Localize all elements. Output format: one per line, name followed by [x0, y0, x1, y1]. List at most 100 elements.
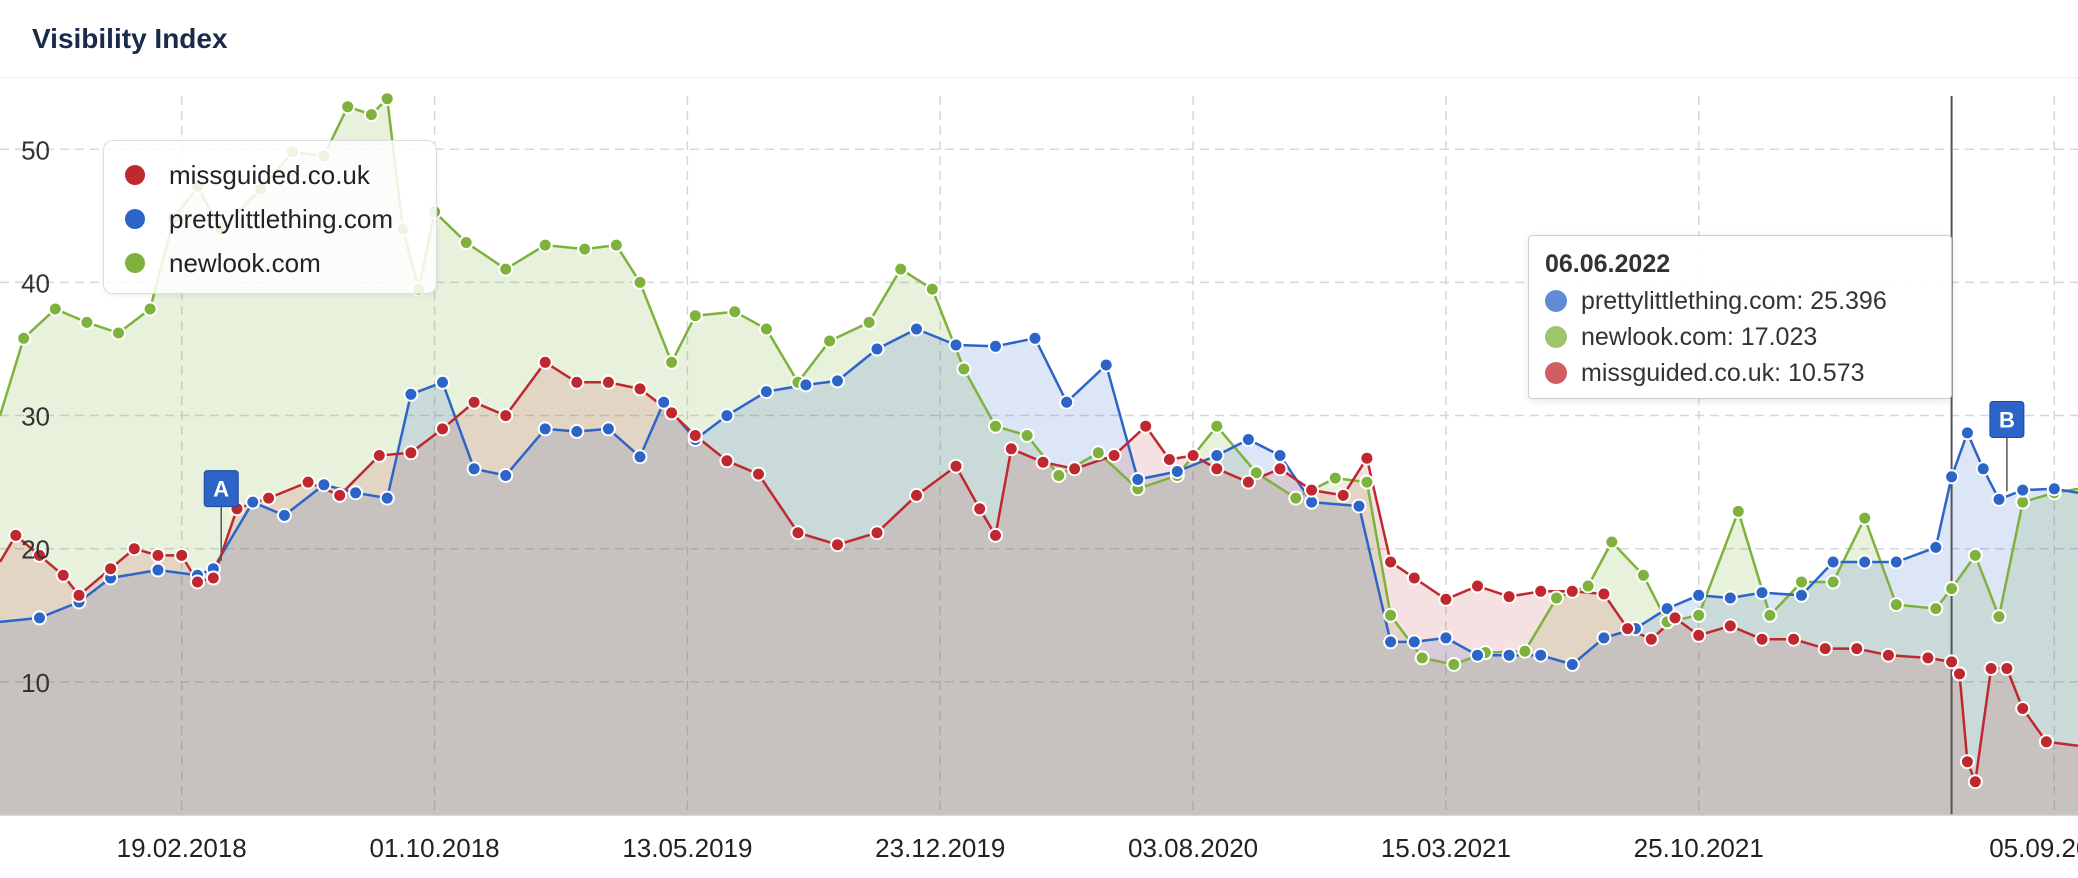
data-point-newlook-59[interactable]	[1825, 574, 1841, 590]
data-point-newlook-45[interactable]	[1383, 607, 1399, 623]
data-point-prettylittlething-53[interactable]	[1794, 587, 1809, 603]
data-point-missguided-54[interactable]	[1564, 583, 1580, 599]
data-point-newlook-29[interactable]	[822, 333, 838, 349]
data-point-missguided-19[interactable]	[498, 408, 514, 424]
data-point-newlook-61[interactable]	[1888, 597, 1904, 613]
data-point-missguided-37[interactable]	[1067, 461, 1083, 477]
data-point-missguided-64[interactable]	[1849, 641, 1865, 657]
data-point-missguided-7[interactable]	[150, 547, 166, 563]
data-point-missguided-27[interactable]	[751, 466, 766, 482]
data-point-prettylittlething-28[interactable]	[948, 337, 964, 353]
data-point-prettylittlething-55[interactable]	[1857, 554, 1873, 570]
data-point-prettylittlething-19[interactable]	[632, 449, 648, 465]
data-point-missguided-45[interactable]	[1304, 482, 1320, 498]
data-point-newlook-12[interactable]	[340, 99, 356, 115]
data-point-newlook-41[interactable]	[1248, 465, 1264, 481]
data-point-prettylittlething-10[interactable]	[348, 485, 364, 501]
data-point-prettylittlething-29[interactable]	[988, 338, 1003, 354]
data-point-prettylittlething-15[interactable]	[498, 468, 514, 483]
data-point-newlook-62[interactable]	[1928, 601, 1944, 617]
data-point-missguided-66[interactable]	[1920, 650, 1936, 666]
data-point-missguided-73[interactable]	[2015, 701, 2031, 716]
data-point-missguided-34[interactable]	[988, 527, 1003, 543]
data-point-prettylittlething-13[interactable]	[435, 374, 450, 390]
data-point-missguided-47[interactable]	[1359, 450, 1375, 466]
data-point-missguided-53[interactable]	[1533, 583, 1549, 599]
data-point-newlook-34[interactable]	[988, 418, 1003, 434]
data-point-newlook-26[interactable]	[727, 304, 743, 320]
data-point-prettylittlething-20[interactable]	[656, 394, 672, 410]
data-point-newlook-27[interactable]	[758, 321, 774, 337]
data-point-prettylittlething-58[interactable]	[1944, 469, 1960, 485]
data-point-missguided-61[interactable]	[1754, 631, 1770, 647]
legend-item-newlook[interactable]: newlook.com	[104, 241, 436, 285]
data-point-missguided-41[interactable]	[1185, 448, 1201, 463]
data-point-missguided-67[interactable]	[1944, 654, 1960, 670]
data-point-missguided-8[interactable]	[174, 547, 190, 563]
data-point-missguided-33[interactable]	[972, 501, 988, 517]
data-point-newlook-22[interactable]	[608, 237, 624, 253]
data-point-newlook-56[interactable]	[1730, 503, 1746, 519]
data-point-missguided-65[interactable]	[1880, 647, 1896, 663]
data-point-prettylittlething-54[interactable]	[1825, 554, 1841, 570]
data-point-missguided-17[interactable]	[435, 421, 450, 437]
legend-item-prettylittlething[interactable]: prettylittlething.com	[104, 197, 436, 241]
data-point-prettylittlething-47[interactable]	[1596, 630, 1612, 646]
data-point-prettylittlething-11[interactable]	[379, 490, 395, 506]
data-point-newlook-43[interactable]	[1327, 470, 1343, 486]
data-point-missguided-48[interactable]	[1383, 554, 1399, 570]
data-point-prettylittlething-32[interactable]	[1098, 357, 1114, 373]
data-point-missguided-20[interactable]	[537, 354, 553, 370]
data-point-missguided-50[interactable]	[1438, 591, 1454, 607]
data-point-missguided-49[interactable]	[1406, 570, 1422, 586]
data-point-prettylittlething-60[interactable]	[1975, 461, 1991, 477]
data-point-missguided-5[interactable]	[103, 561, 119, 577]
data-point-missguided-29[interactable]	[830, 537, 845, 553]
data-point-newlook-35[interactable]	[1019, 428, 1035, 443]
data-point-missguided-15[interactable]	[371, 448, 387, 463]
data-point-newlook-33[interactable]	[956, 361, 972, 377]
data-point-newlook-42[interactable]	[1288, 490, 1304, 506]
data-point-newlook-20[interactable]	[537, 237, 553, 253]
data-point-missguided-42[interactable]	[1209, 461, 1225, 477]
data-point-newlook-21[interactable]	[577, 241, 593, 257]
data-point-newlook-64[interactable]	[1967, 547, 1983, 563]
data-point-missguided-70[interactable]	[1967, 774, 1983, 790]
data-point-newlook-13[interactable]	[363, 107, 379, 123]
data-point-newlook-31[interactable]	[893, 261, 909, 277]
data-point-missguided-72[interactable]	[1999, 661, 2015, 676]
data-point-newlook-49[interactable]	[1517, 643, 1533, 659]
data-point-missguided-51[interactable]	[1470, 578, 1485, 594]
data-point-missguided-56[interactable]	[1620, 621, 1636, 637]
data-point-missguided-32[interactable]	[948, 458, 964, 474]
data-point-missguided-30[interactable]	[869, 525, 885, 541]
data-point-newlook-44[interactable]	[1359, 474, 1375, 490]
data-point-prettylittlething-8[interactable]	[276, 507, 292, 523]
data-point-newlook-2[interactable]	[47, 301, 63, 317]
data-point-prettylittlething-9[interactable]	[316, 477, 332, 493]
data-point-prettylittlething-40[interactable]	[1383, 634, 1399, 650]
data-point-prettylittlething-61[interactable]	[1991, 491, 2007, 507]
data-point-newlook-1[interactable]	[16, 330, 32, 346]
data-point-missguided-46[interactable]	[1335, 487, 1351, 503]
data-point-prettylittlething-43[interactable]	[1470, 647, 1485, 663]
data-point-missguided-1[interactable]	[8, 527, 24, 543]
data-point-newlook-46[interactable]	[1414, 650, 1430, 666]
data-point-newlook-50[interactable]	[1549, 590, 1564, 606]
data-point-prettylittlething-17[interactable]	[569, 424, 585, 439]
data-point-prettylittlething-34[interactable]	[1169, 464, 1185, 479]
data-point-prettylittlething-27[interactable]	[909, 321, 924, 337]
data-point-newlook-52[interactable]	[1604, 534, 1620, 550]
data-point-newlook-5[interactable]	[142, 301, 158, 317]
data-point-prettylittlething-62[interactable]	[2015, 482, 2031, 498]
data-point-newlook-14[interactable]	[379, 91, 395, 107]
data-point-newlook-65[interactable]	[1991, 609, 2007, 625]
data-point-newlook-25[interactable]	[687, 308, 703, 324]
data-point-newlook-36[interactable]	[1051, 468, 1067, 483]
data-point-prettylittlething-57[interactable]	[1928, 539, 1944, 555]
data-point-prettylittlething-46[interactable]	[1564, 657, 1580, 672]
data-point-missguided-14[interactable]	[332, 487, 348, 503]
data-point-prettylittlething-24[interactable]	[798, 377, 814, 393]
data-point-missguided-38[interactable]	[1106, 448, 1122, 463]
data-point-missguided-18[interactable]	[466, 394, 482, 410]
